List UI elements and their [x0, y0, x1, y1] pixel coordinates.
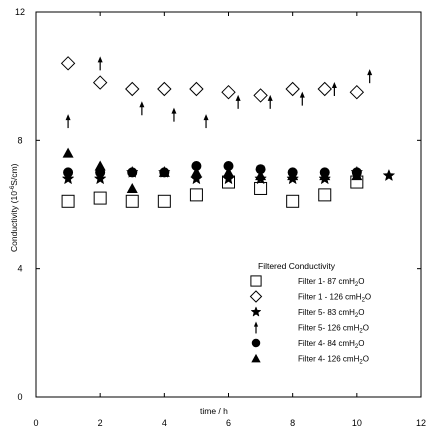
- arrow-up-point: [299, 91, 305, 106]
- x-tick-label: 10: [352, 418, 362, 428]
- circle-filled-point: [191, 161, 202, 171]
- x-tick-label: 12: [416, 418, 426, 428]
- square-open-point: [189, 188, 203, 202]
- x-tick-label: 8: [290, 418, 295, 428]
- square-open-point: [125, 194, 139, 208]
- triangle-filled-point: [255, 170, 267, 181]
- square-open-point: [254, 181, 268, 195]
- legend-marker-square-open: [250, 275, 262, 287]
- square-open-point: [157, 194, 171, 208]
- legend-label: Filter 4- 126 cmH2O: [298, 355, 369, 366]
- series-square-open: [61, 175, 364, 208]
- arrow-up-point: [97, 56, 103, 71]
- diamond-open-point: [349, 85, 365, 100]
- star-point: [382, 168, 396, 182]
- arrow-up-point: [65, 114, 71, 129]
- legend-marker-star: [250, 306, 262, 317]
- triangle-filled-point: [126, 182, 138, 193]
- x-axis-label: time / h: [200, 406, 228, 416]
- square-open-point: [286, 194, 300, 208]
- diamond-open-point: [189, 81, 204, 97]
- legend-marker-arrow-up: [253, 321, 259, 334]
- y-axis-label-unit: S/cm): [9, 163, 19, 185]
- y-axis-label-exponent: -6: [10, 185, 16, 191]
- circle-filled-point: [255, 164, 266, 175]
- series-triangle-filled: [62, 147, 363, 193]
- diamond-open-point: [285, 81, 300, 97]
- legend-label: Filter 5- 126 cmH2O: [298, 324, 369, 335]
- triangle-filled-point: [190, 166, 202, 177]
- legend-marker-triangle-filled: [251, 353, 261, 363]
- square-open-point: [61, 194, 75, 208]
- series-diamond-open: [60, 56, 365, 103]
- diamond-open-point: [157, 81, 172, 97]
- arrow-up-point: [203, 114, 209, 129]
- x-tick-label: 6: [226, 418, 231, 428]
- y-tick-label: 4: [17, 264, 22, 274]
- triangle-filled-point: [287, 170, 299, 181]
- legend: Filtered Conductivity Filter 1- 87 cmH2O…: [249, 261, 371, 366]
- diamond-open-point: [92, 75, 108, 90]
- arrow-up-point: [139, 101, 145, 116]
- triangle-filled-point: [62, 147, 74, 158]
- diamond-open-point: [221, 85, 236, 100]
- triangle-filled-point: [223, 166, 234, 177]
- triangle-filled-point: [351, 170, 363, 181]
- circle-filled-point: [127, 167, 138, 178]
- y-tick-label: 12: [15, 7, 25, 17]
- triangle-filled-point: [319, 170, 331, 181]
- legend-entries: Filter 1- 87 cmH2O Filter 1 - 126 cmH2O Fi…: [249, 275, 371, 366]
- legend-label: Filter 1- 87 cmH2O: [298, 277, 364, 288]
- square-open-point: [93, 191, 107, 205]
- y-tick-label: 8: [17, 135, 22, 145]
- legend-marker-circle-filled: [251, 338, 261, 348]
- series-circle-filled: [63, 161, 362, 178]
- arrow-up-point: [331, 82, 337, 96]
- triangle-filled-point: [94, 160, 106, 171]
- series-arrow-up: [65, 56, 373, 129]
- legend-label: Filter 5- 83 cmH2O: [298, 308, 364, 319]
- diamond-open-point: [125, 81, 140, 97]
- triangle-filled-point: [158, 166, 170, 177]
- arrow-up-point: [171, 107, 177, 122]
- x-tick-label: 2: [98, 418, 103, 428]
- x-tick-label: 0: [33, 418, 38, 428]
- y-tick-label: 0: [17, 392, 22, 402]
- legend-title: Filtered Conductivity: [258, 261, 336, 271]
- legend-label: Filter 4- 84 cmH2O: [298, 339, 364, 350]
- arrow-up-point: [367, 69, 373, 84]
- y-axis-label: Conductivity (10-6S/cm): [9, 163, 19, 252]
- diamond-open-point: [317, 81, 332, 97]
- arrow-up-point: [235, 94, 241, 109]
- diamond-open-point: [253, 88, 268, 103]
- square-open-point: [318, 188, 332, 202]
- x-tick-label: 4: [162, 418, 167, 428]
- legend-label: Filter 1 - 126 cmH2O: [298, 293, 371, 304]
- diamond-open-point: [60, 56, 76, 71]
- axis-ticks: [35, 11, 422, 398]
- legend-marker-diamond-open: [249, 290, 263, 303]
- arrow-up-point: [267, 94, 273, 109]
- y-axis-label-main: Conductivity (10: [9, 191, 19, 252]
- circle-filled-point: [223, 161, 234, 171]
- data-markers: [60, 56, 396, 208]
- star-point: [61, 172, 75, 185]
- star-point: [93, 172, 107, 185]
- tick-labels: 0 2 4 6 8 10 12 0 4 8 12: [15, 7, 426, 428]
- circle-filled-point: [63, 167, 74, 178]
